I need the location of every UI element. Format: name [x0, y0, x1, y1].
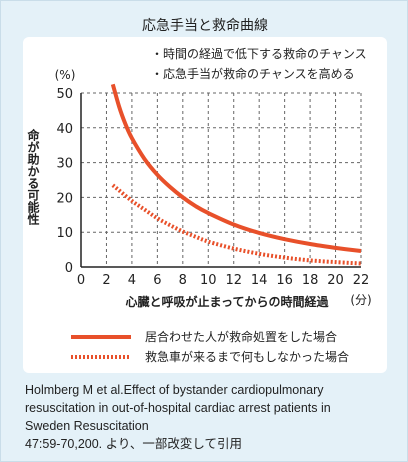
- note-1: ・時間の経過で低下する救命のチャンス: [151, 46, 367, 61]
- series-line-no-aid: [111, 183, 362, 266]
- chart-svg: ・時間の経過で低下する救命のチャンス ・応急手当が救命のチャンスを高める 0 2 4…: [26, 46, 372, 364]
- x-tick-label: 16: [276, 273, 293, 288]
- chart-panel: ・時間の経過で低下する救命のチャンス ・応急手当が救命のチャンスを高める 0 2 4…: [23, 37, 387, 373]
- x-tick-label: 12: [225, 273, 242, 288]
- x-tick-label: 22: [353, 273, 370, 288]
- x-tick-label: 2: [102, 273, 110, 288]
- x-tick-label: 6: [153, 273, 161, 288]
- x-tick-label: 10: [200, 273, 217, 288]
- x-tick-label: 4: [128, 273, 136, 288]
- x-unit: (分): [350, 293, 371, 307]
- x-axis-label: 心臓と呼吸が止まってからの時間経過: [126, 294, 330, 309]
- tick-labels: 0 2 4 6 8 10 12 14 16 18 20 22 0 10 20 30 40 50: [56, 87, 369, 288]
- x-tick-label: 18: [302, 273, 319, 288]
- y-tick-label: 30: [56, 157, 73, 172]
- legend-label-2: 救急車が来るまで何もしなかった場合: [145, 349, 349, 364]
- x-tick-label: 8: [179, 273, 187, 288]
- series: [110, 83, 362, 266]
- y-tick-label: 40: [56, 122, 73, 137]
- citation-line-3: Sweden Resuscitation: [25, 419, 149, 433]
- y-unit: (%): [55, 68, 76, 82]
- x-tick-label: 14: [251, 273, 268, 288]
- y-tick-label: 10: [56, 226, 73, 241]
- note-2: ・応急手当が救命のチャンスを高める: [151, 66, 355, 81]
- legend-label-1: 居合わせた人が救命処置をした場合: [145, 329, 337, 344]
- y-tick-label: 50: [56, 87, 73, 102]
- y-axis-label: 命が助かる可能性: [26, 128, 40, 226]
- citation: Holmberg M et al.Effect of bystander car…: [25, 381, 401, 453]
- legend: 居合わせた人が救命処置をした場合 救急車が来るまで何もしなかった場合: [71, 329, 349, 364]
- x-tick-label: 0: [77, 273, 85, 288]
- y-tick-label: 20: [56, 191, 73, 206]
- figure-title: 応急手当と救命曲線: [142, 18, 268, 34]
- citation-line-1: Holmberg M et al.Effect of bystander car…: [25, 383, 324, 397]
- citation-line-2: resuscitation in out-of-hospital cardiac…: [25, 401, 331, 415]
- series-line-bystander-aid: [110, 83, 362, 253]
- citation-line-4: 47:59-70,200. より、一部改変して引用: [25, 437, 242, 451]
- y-tick-label: 0: [65, 261, 73, 276]
- x-tick-label: 20: [327, 273, 344, 288]
